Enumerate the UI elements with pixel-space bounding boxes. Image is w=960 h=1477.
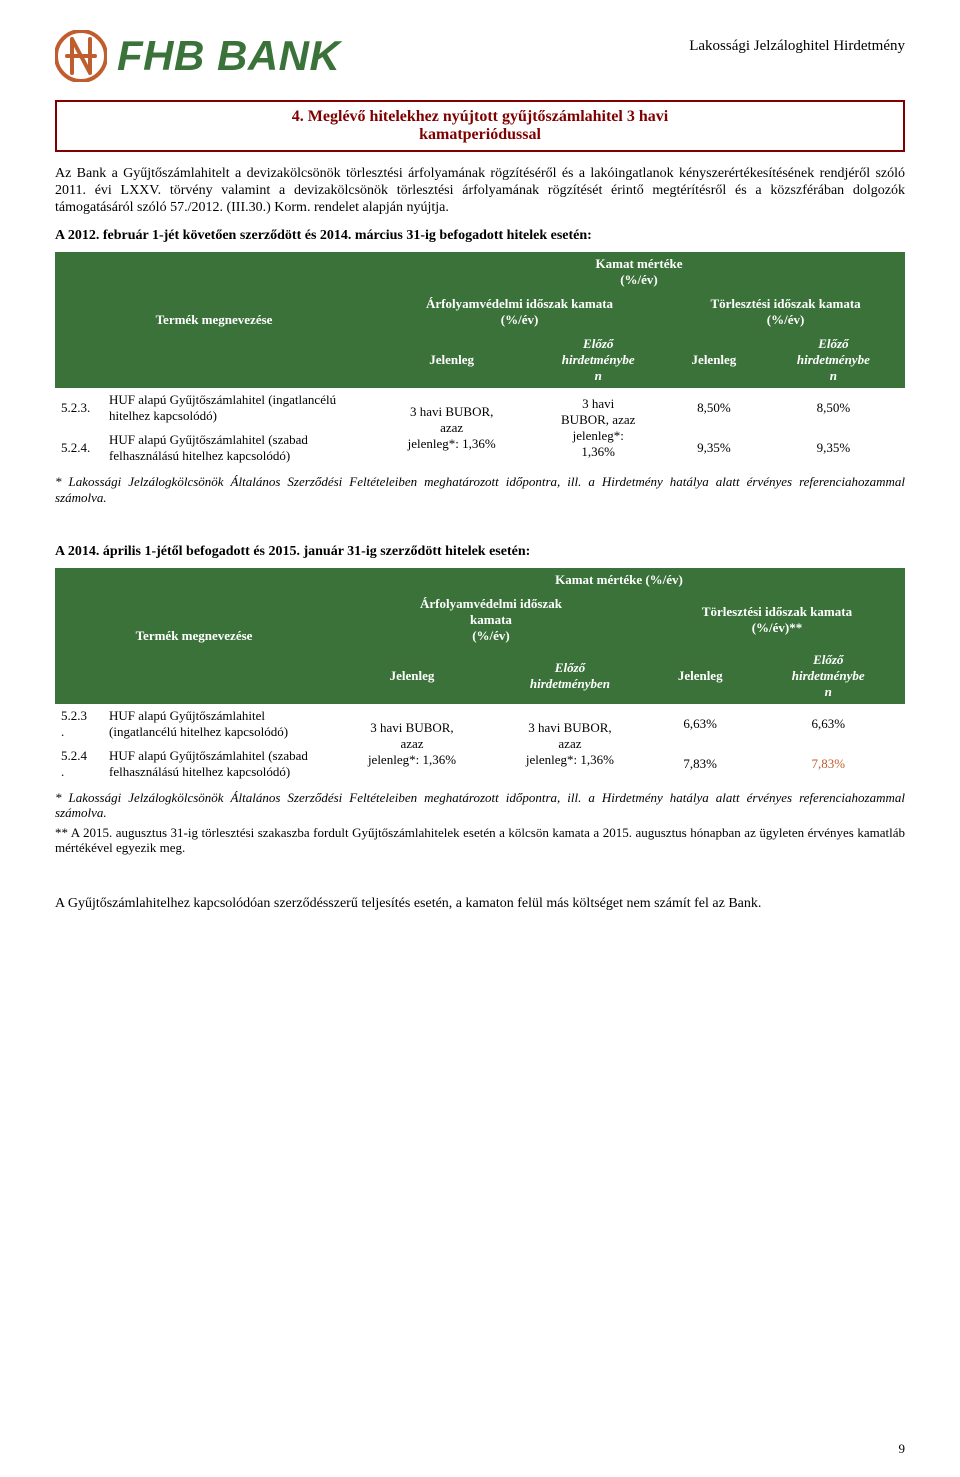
t1-av-prev-h: Előző hirdetménybe n — [530, 332, 666, 388]
t2-tor-now-h: Jelenleg — [649, 648, 752, 704]
t1-av-prev: 3 havi BUBOR, azaz jelenleg*: 1,36% — [530, 388, 666, 468]
bank-logo: FHB BANK — [55, 30, 340, 82]
t2-r1-tor-prev: 7,83% — [751, 744, 905, 784]
t2-r0-name: HUF alapú Gyűjtőszámlahitel (ingatlancél… — [103, 704, 333, 744]
t1-rate-header: Kamat mértéke (%/év) — [373, 252, 905, 292]
t2-r0-tor-prev: 6,63% — [751, 704, 905, 744]
t1-r0-name: HUF alapú Gyűjtőszámlahitel (ingatlancél… — [103, 388, 373, 428]
t1-tor-header: Törlesztési időszak kamata (%/év) — [666, 292, 905, 332]
section-title-box: 4. Meglévő hitelekhez nyújtott gyűjtőszá… — [55, 100, 905, 152]
t1-r0-tor-now: 8,50% — [666, 388, 762, 428]
bank-name: FHB BANK — [117, 35, 340, 77]
closing-paragraph: A Gyűjtőszámlahitelhez kapcsolódóan szer… — [55, 896, 905, 912]
intro-paragraph: Az Bank a Gyűjtőszámlahitelt a devizaköl… — [55, 166, 905, 216]
t1-r0-idx: 5.2.3. — [55, 388, 103, 428]
t1-tor-prev-h: Előző hirdetménybe n — [762, 332, 905, 388]
t2-tor-prev-h: Előző hirdetménybe n — [751, 648, 905, 704]
t1-tor-now-h: Jelenleg — [666, 332, 762, 388]
table2-period: A 2014. április 1-jétől befogadott és 20… — [55, 544, 905, 560]
t1-r1-tor-now: 9,35% — [666, 428, 762, 468]
t1-av-header: Árfolyamvédelmi időszak kamata (%/év) — [373, 292, 666, 332]
t2-av-now: 3 havi BUBOR, azaz jelenleg*: 1,36% — [333, 704, 491, 784]
t1-product-header: Termék megnevezése — [55, 252, 373, 388]
t2-footnote1: * Lakossági Jelzálogkölcsönök Általános … — [55, 790, 905, 821]
t1-av-now-h: Jelenleg — [373, 332, 530, 388]
logo-icon — [55, 30, 107, 82]
page-number: 9 — [899, 1441, 906, 1457]
table1-period: A 2012. február 1-jét követően szerződöt… — [55, 228, 905, 244]
t2-r1-name: HUF alapú Gyűjtőszámlahitel (szabad felh… — [103, 744, 333, 784]
t1-r0-tor-prev: 8,50% — [762, 388, 905, 428]
t2-r0-idx: 5.2.3 . — [55, 704, 103, 744]
t2-av-header: Árfolyamvédelmi időszak kamata (%/év) — [333, 592, 649, 648]
table2: Termék megnevezése Kamat mértéke (%/év) … — [55, 568, 905, 784]
t1-av-now: 3 havi BUBOR, azaz jelenleg*: 1,36% — [373, 388, 530, 468]
t2-product-header: Termék megnevezése — [55, 568, 333, 704]
t1-r1-tor-prev: 9,35% — [762, 428, 905, 468]
page-header: FHB BANK Lakossági Jelzáloghitel Hirdetm… — [55, 30, 905, 82]
t2-r1-idx: 5.2.4 . — [55, 744, 103, 784]
t2-r1-tor-now: 7,83% — [649, 744, 752, 784]
table1: Termék megnevezése Kamat mértéke (%/év) … — [55, 252, 905, 468]
t1-footnote: * Lakossági Jelzálogkölcsönök Általános … — [55, 474, 905, 505]
t2-tor-header: Törlesztési időszak kamata (%/év)** — [649, 592, 905, 648]
t1-r1-name: HUF alapú Gyűjtőszámlahitel (szabad felh… — [103, 428, 373, 468]
doc-subtitle: Lakossági Jelzáloghitel Hirdetmény — [689, 30, 905, 55]
t2-rate-header: Kamat mértéke (%/év) — [333, 568, 905, 592]
section-title: 4. Meglévő hitelekhez nyújtott gyűjtőszá… — [292, 108, 668, 143]
t2-av-prev-h: Előző hirdetményben — [491, 648, 649, 704]
t2-r0-tor-now: 6,63% — [649, 704, 752, 744]
t2-footnote2: ** A 2015. augusztus 31-ig törlesztési s… — [55, 825, 905, 856]
t2-av-prev: 3 havi BUBOR, azaz jelenleg*: 1,36% — [491, 704, 649, 784]
t1-r1-idx: 5.2.4. — [55, 428, 103, 468]
t2-av-now-h: Jelenleg — [333, 648, 491, 704]
